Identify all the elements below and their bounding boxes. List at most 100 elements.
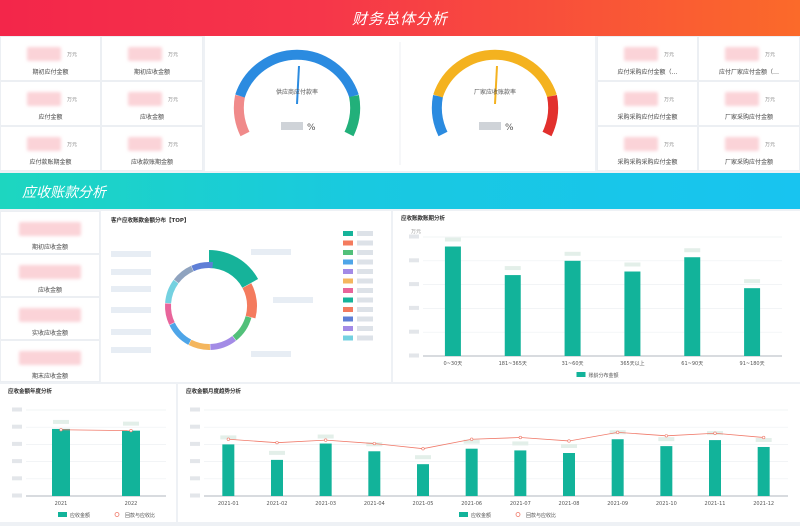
bar[interactable] xyxy=(563,453,575,496)
bar[interactable] xyxy=(757,446,770,496)
bar[interactable] xyxy=(465,448,478,496)
donut-chart[interactable] xyxy=(101,211,391,382)
gauge-1-unit: % xyxy=(307,123,316,133)
bar[interactable] xyxy=(624,271,641,356)
donut-slice[interactable] xyxy=(165,303,175,325)
line-point[interactable] xyxy=(421,447,425,451)
line-point[interactable] xyxy=(664,434,668,438)
donut-label-redacted xyxy=(111,307,151,313)
donut-slice[interactable] xyxy=(232,316,252,341)
line-point[interactable] xyxy=(518,435,522,440)
donut-slice[interactable] xyxy=(188,339,211,350)
line-point[interactable] xyxy=(616,430,620,434)
kpi-card[interactable]: 万元 应收金额 xyxy=(101,81,203,126)
kpi-card[interactable]: 万元 应付采购应付金额（… xyxy=(597,36,698,81)
legend-swatch[interactable] xyxy=(515,512,521,517)
line-point[interactable] xyxy=(762,435,766,440)
line-point[interactable] xyxy=(372,441,376,446)
x-tick-label: 2022 xyxy=(125,501,138,507)
kpi-card[interactable]: 万元 应付厂家应付金额（… xyxy=(698,36,800,81)
x-tick-label: 2021-03 xyxy=(315,501,336,507)
donut-legend-swatch[interactable] xyxy=(343,335,353,341)
line-point[interactable] xyxy=(713,431,717,435)
bar[interactable] xyxy=(222,444,235,496)
ar-card[interactable]: 实收应收金额 xyxy=(0,297,100,340)
kpi-card[interactable]: 万元 应付金额 xyxy=(0,81,101,126)
y-tick-label-redacted xyxy=(12,424,22,429)
line-point[interactable] xyxy=(324,438,328,442)
donut-legend-swatch[interactable] xyxy=(343,269,353,274)
ar-card[interactable]: 应收金额 xyxy=(0,254,100,297)
donut-slice[interactable] xyxy=(242,283,257,319)
line-series[interactable] xyxy=(60,429,132,432)
line-point[interactable] xyxy=(567,439,571,443)
line-series[interactable] xyxy=(228,431,764,450)
bar[interactable] xyxy=(504,275,521,356)
ar-card[interactable]: 期初应收金额 xyxy=(0,211,100,254)
donut-slice[interactable] xyxy=(209,250,259,288)
kpi-card[interactable]: 万元 期初应收金额 xyxy=(101,36,203,81)
legend-swatch[interactable] xyxy=(576,372,586,377)
donut-slice[interactable] xyxy=(191,262,213,272)
kpi-value-redacted xyxy=(624,92,658,106)
donut-legend-swatch[interactable] xyxy=(343,316,353,322)
legend-swatch[interactable] xyxy=(459,512,468,517)
bar[interactable] xyxy=(368,451,381,496)
kpi-card[interactable]: 万元 期初应付金额 xyxy=(0,36,101,81)
monthly-chart[interactable]: 应收金额月度趋势分析 2021-01 2021-02 2021-03 2021-04 20… xyxy=(178,384,800,522)
gauge-2[interactable]: 厂家应收账款率 % xyxy=(431,49,559,137)
bar[interactable] xyxy=(709,440,721,496)
bar[interactable] xyxy=(660,446,673,496)
donut-legend-label-redacted xyxy=(357,250,373,255)
donut-slice[interactable] xyxy=(165,279,179,304)
donut-legend-swatch[interactable] xyxy=(343,240,353,246)
line-point[interactable] xyxy=(275,441,279,445)
donut-legend-label-redacted xyxy=(357,240,373,246)
bar[interactable] xyxy=(684,257,701,356)
bar[interactable] xyxy=(444,246,461,356)
kpi-card[interactable]: 万元 采购采购应付应付金额 xyxy=(597,81,698,126)
donut-legend-swatch[interactable] xyxy=(343,288,353,293)
line-point[interactable] xyxy=(226,437,230,441)
donut-label-redacted xyxy=(273,297,313,303)
kpi-label: 应收款账期金额 xyxy=(130,159,173,166)
bar[interactable] xyxy=(52,428,70,496)
bar[interactable] xyxy=(744,288,761,356)
donut-slice[interactable] xyxy=(169,322,192,345)
line-point[interactable] xyxy=(470,437,474,441)
bar[interactable] xyxy=(122,430,140,496)
donut-legend-swatch[interactable] xyxy=(343,259,353,265)
donut-slice[interactable] xyxy=(210,335,237,350)
bar[interactable] xyxy=(417,464,429,496)
gauge-1[interactable]: 供应商应付款率 % xyxy=(233,49,361,137)
donut-legend-swatch[interactable] xyxy=(343,278,353,284)
kpi-card[interactable]: 万元 应付款账期金额 xyxy=(0,126,101,171)
line-point[interactable] xyxy=(59,428,63,432)
legend-swatch[interactable] xyxy=(114,512,120,517)
kpi-card[interactable]: 万元 应收款账期金额 xyxy=(101,126,203,171)
donut-legend-swatch[interactable] xyxy=(343,297,353,303)
bar[interactable] xyxy=(514,450,527,496)
donut-slice[interactable] xyxy=(173,265,194,284)
donut-legend-swatch[interactable] xyxy=(343,231,353,236)
x-tick-label: 91~180天 xyxy=(740,361,765,367)
bar[interactable] xyxy=(611,439,624,496)
ar-card[interactable]: 期末应收金额 xyxy=(0,340,100,382)
donut-legend-swatch[interactable] xyxy=(343,250,353,255)
legend-swatch[interactable] xyxy=(58,512,67,517)
kpi-card[interactable]: 万元 厂家采购应付金额 xyxy=(698,81,800,126)
line-point[interactable] xyxy=(129,429,133,433)
bar[interactable] xyxy=(564,260,581,356)
donut-legend-swatch[interactable] xyxy=(343,307,353,312)
gauge-2-needle xyxy=(494,65,498,105)
x-tick-label: 365天以上 xyxy=(620,360,645,367)
kpi-card[interactable]: 万元 厂家采购应付金额 xyxy=(698,126,800,171)
bar[interactable] xyxy=(271,459,283,496)
donut-legend-swatch[interactable] xyxy=(343,326,353,331)
kpi-card[interactable]: 万元 采购采购采购应付金额 xyxy=(597,126,698,171)
annual-chart[interactable]: 应收金额年度分析 2021 2022 应收金额 回款与应收比 xyxy=(0,384,176,522)
bar[interactable] xyxy=(319,443,332,496)
kpi-value-redacted xyxy=(624,137,658,151)
gauge-1-value-redacted xyxy=(281,122,303,130)
